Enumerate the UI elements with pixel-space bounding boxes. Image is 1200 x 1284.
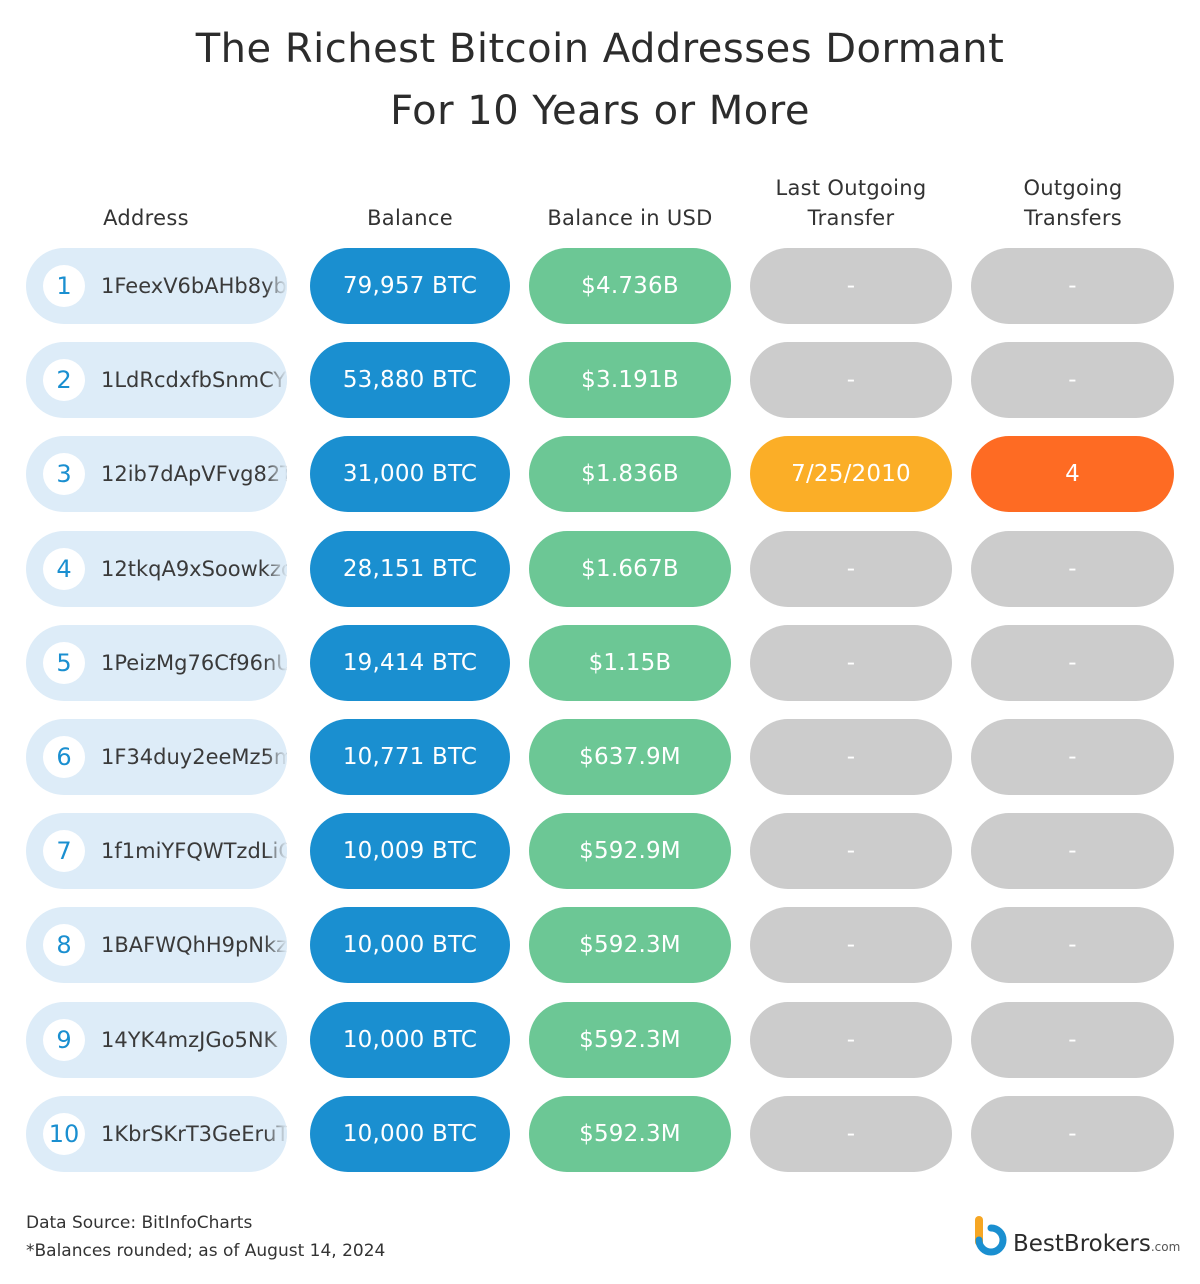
address-cell: 4 12tkqA9xSoowkzo — [26, 531, 287, 607]
balance-cell: 31,000 BTC — [310, 436, 510, 512]
address-text: 1f1miYFQWTzdLiC — [101, 813, 287, 889]
balance-usd-cell: $1.667B — [529, 531, 731, 607]
last-transfer-cell: - — [750, 248, 952, 324]
rank-badge: 10 — [43, 1113, 85, 1155]
balance-usd-cell: $4.736B — [529, 248, 731, 324]
brand-name: BestBrokers.com — [1013, 1231, 1180, 1257]
chart-title-line-2: For 10 Years or More — [390, 88, 810, 134]
brand-suffix: .com — [1150, 1240, 1181, 1254]
address-text: 12tkqA9xSoowkzo — [101, 531, 287, 607]
column-header-last-outgoing-line-1: Last Outgoing — [775, 176, 927, 200]
last-transfer-cell: - — [750, 531, 952, 607]
rank-badge: 7 — [43, 830, 85, 872]
table-row: 6 1F34duy2eeMz5m 10,771 BTC $637.9M - - — [0, 719, 1200, 795]
rank-badge: 6 — [43, 736, 85, 778]
balance-usd-cell: $592.3M — [529, 1096, 731, 1172]
address-cell: 3 12ib7dApVFvg82T — [26, 436, 287, 512]
address-text: 1KbrSKrT3GeEruT — [101, 1096, 287, 1172]
last-transfer-cell: - — [750, 1002, 952, 1078]
balance-usd-cell: $637.9M — [529, 719, 731, 795]
last-transfer-cell: 7/25/2010 — [750, 436, 952, 512]
table-row: 9 14YK4mzJGo5NK 10,000 BTC $592.3M - - — [0, 1002, 1200, 1078]
address-text: 12ib7dApVFvg82T — [101, 436, 287, 512]
balance-cell: 10,000 BTC — [310, 907, 510, 983]
address-cell: 5 1PeizMg76Cf96nU — [26, 625, 287, 701]
column-header-last-outgoing: Last Outgoing Transfer — [740, 173, 962, 233]
balance-cell: 10,771 BTC — [310, 719, 510, 795]
outgoing-transfers-cell: - — [971, 813, 1174, 889]
footnote: *Balances rounded; as of August 14, 2024 — [26, 1241, 386, 1261]
last-transfer-cell: - — [750, 719, 952, 795]
table-row: 3 12ib7dApVFvg82T 31,000 BTC $1.836B 7/25/20… — [0, 436, 1200, 512]
outgoing-transfers-cell: - — [971, 248, 1174, 324]
address-text: 1FeexV6bAHb8yb — [101, 248, 287, 324]
table-row: 10 1KbrSKrT3GeEruT 10,000 BTC $592.3M - - — [0, 1096, 1200, 1172]
chart-title-line-1: The Richest Bitcoin Addresses Dormant — [195, 26, 1005, 72]
last-transfer-cell: - — [750, 907, 952, 983]
last-transfer-cell: - — [750, 813, 952, 889]
table-row: 2 1LdRcdxfbSnmCY 53,880 BTC $3.191B - - — [0, 342, 1200, 418]
rank-badge: 4 — [43, 548, 85, 590]
address-text: 1BAFWQhH9pNkz — [101, 907, 287, 983]
balance-cell: 28,151 BTC — [310, 531, 510, 607]
outgoing-transfers-cell: - — [971, 342, 1174, 418]
address-cell: 1 1FeexV6bAHb8yb — [26, 248, 287, 324]
balance-usd-cell: $3.191B — [529, 342, 731, 418]
balance-usd-cell: $592.9M — [529, 813, 731, 889]
balance-cell: 19,414 BTC — [310, 625, 510, 701]
column-header-balance-usd: Balance in USD — [547, 206, 713, 230]
table-row: 8 1BAFWQhH9pNkz 10,000 BTC $592.3M - - — [0, 907, 1200, 983]
brand-name-text: BestBrokers — [1013, 1231, 1151, 1257]
rank-badge: 9 — [43, 1019, 85, 1061]
address-text: 1PeizMg76Cf96nU — [101, 625, 287, 701]
balance-cell: 10,009 BTC — [310, 813, 510, 889]
data-source: Data Source: BitInfoCharts — [26, 1213, 253, 1233]
outgoing-transfers-cell: - — [971, 531, 1174, 607]
rank-badge: 5 — [43, 642, 85, 684]
rank-badge: 1 — [43, 265, 85, 307]
address-cell: 8 1BAFWQhH9pNkz — [26, 907, 287, 983]
address-cell: 10 1KbrSKrT3GeEruT — [26, 1096, 287, 1172]
address-cell: 6 1F34duy2eeMz5m — [26, 719, 287, 795]
address-text: 1F34duy2eeMz5m — [101, 719, 287, 795]
balance-usd-cell: $592.3M — [529, 1002, 731, 1078]
balance-cell: 10,000 BTC — [310, 1002, 510, 1078]
bestbrokers-logo-icon — [975, 1216, 1007, 1256]
address-cell: 2 1LdRcdxfbSnmCY — [26, 342, 287, 418]
last-transfer-cell: - — [750, 342, 952, 418]
table-row: 5 1PeizMg76Cf96nU 19,414 BTC $1.15B - - — [0, 625, 1200, 701]
balance-cell: 10,000 BTC — [310, 1096, 510, 1172]
column-header-outgoing-transfers: Outgoing Transfers — [962, 173, 1184, 233]
outgoing-transfers-cell: - — [971, 719, 1174, 795]
rank-badge: 8 — [43, 924, 85, 966]
outgoing-transfers-cell: 4 — [971, 436, 1174, 512]
rank-badge: 3 — [43, 453, 85, 495]
last-transfer-cell: - — [750, 625, 952, 701]
column-header-balance: Balance — [367, 206, 453, 230]
balance-usd-cell: $592.3M — [529, 907, 731, 983]
column-header-last-outgoing-line-2: Transfer — [807, 206, 895, 230]
column-header-outgoing-line-2: Transfers — [1023, 206, 1123, 230]
address-text: 14YK4mzJGo5NK — [101, 1002, 287, 1078]
balance-cell: 53,880 BTC — [310, 342, 510, 418]
address-cell: 7 1f1miYFQWTzdLiC — [26, 813, 287, 889]
outgoing-transfers-cell: - — [971, 1096, 1174, 1172]
last-transfer-cell: - — [750, 1096, 952, 1172]
column-header-outgoing-line-1: Outgoing — [1023, 176, 1123, 200]
table-row: 7 1f1miYFQWTzdLiC 10,009 BTC $592.9M - - — [0, 813, 1200, 889]
table-row: 4 12tkqA9xSoowkzo 28,151 BTC $1.667B - - — [0, 531, 1200, 607]
chart-title: The Richest Bitcoin Addresses Dormant Fo… — [0, 18, 1200, 142]
address-text: 1LdRcdxfbSnmCY — [101, 342, 287, 418]
address-cell: 9 14YK4mzJGo5NK — [26, 1002, 287, 1078]
balance-cell: 79,957 BTC — [310, 248, 510, 324]
table-row: 1 1FeexV6bAHb8yb 79,957 BTC $4.736B - - — [0, 248, 1200, 324]
balance-usd-cell: $1.15B — [529, 625, 731, 701]
balance-usd-cell: $1.836B — [529, 436, 731, 512]
outgoing-transfers-cell: - — [971, 907, 1174, 983]
outgoing-transfers-cell: - — [971, 625, 1174, 701]
column-header-address: Address — [103, 206, 189, 230]
rank-badge: 2 — [43, 359, 85, 401]
outgoing-transfers-cell: - — [971, 1002, 1174, 1078]
